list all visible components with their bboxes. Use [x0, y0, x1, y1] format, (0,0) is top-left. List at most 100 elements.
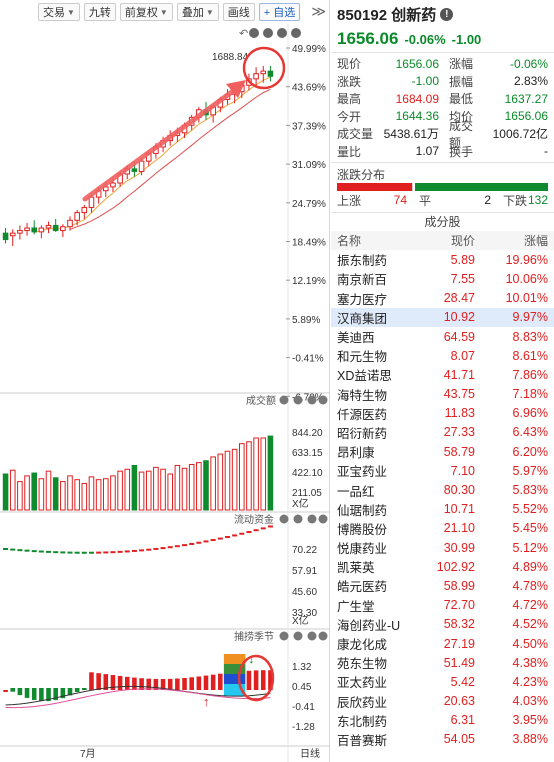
flow-dot — [10, 548, 16, 551]
ma-line — [69, 88, 271, 230]
component-row[interactable]: 凯莱英 102.92 4.89% — [331, 557, 554, 576]
info-icon[interactable]: ! — [440, 8, 454, 21]
volume-bar — [60, 481, 66, 511]
stat-value: 1684.09 — [395, 91, 439, 106]
component-row[interactable]: 悦康药业 30.99 5.12% — [331, 538, 554, 557]
stat-row: 今开 1644.36 均价 1656.06 — [337, 108, 548, 126]
volume-bar — [138, 471, 145, 511]
component-row[interactable]: 仙琚制药 10.71 5.52% — [331, 500, 554, 519]
add-watchlist-button[interactable]: + 自选 — [258, 3, 301, 21]
component-name: 美迪西 — [337, 331, 375, 346]
distribution-bar — [337, 183, 548, 191]
season-bar — [146, 678, 152, 690]
chart-pane: 交易 ▼ 九转 前复权 ▼ 叠加 ▼ 画线 + 自选 ≫ ↶ 49.99% 43.69%… — [0, 0, 330, 762]
component-row[interactable]: 昂利康 58.79 6.20% — [331, 442, 554, 461]
adjust-label: 前复权 — [124, 7, 158, 19]
flow-dot — [217, 537, 223, 540]
component-price: 7.55 — [450, 271, 475, 286]
volume-bar — [52, 477, 59, 511]
component-row[interactable]: 海特生物 43.75 7.18% — [331, 385, 554, 404]
stat-value: 1006.72亿 — [492, 127, 548, 142]
component-price: 10.92 — [443, 310, 475, 325]
component-price: 51.49 — [443, 655, 475, 670]
overlay-button[interactable]: 叠加 ▼ — [176, 3, 219, 21]
stat-value: -1.00 — [411, 74, 439, 89]
zoom-out-icon[interactable] — [263, 28, 273, 38]
season-gear-icon[interactable] — [279, 631, 328, 641]
volume-bar — [131, 464, 138, 511]
period-label[interactable]: 日线 — [300, 747, 320, 760]
flow-gear-icon[interactable] — [279, 514, 328, 524]
season-bar — [189, 677, 194, 690]
trade-button[interactable]: 交易 ▼ — [38, 3, 80, 21]
draw-line-label: 画线 — [227, 7, 250, 19]
component-name: 广生堂 — [337, 599, 375, 614]
season-bar — [268, 670, 273, 690]
component-row[interactable]: 广生堂 72.70 4.72% — [331, 596, 554, 615]
component-row[interactable]: 亚太药业 5.42 4.23% — [331, 672, 554, 691]
settings-icon[interactable] — [277, 28, 287, 38]
volume-gear-icon[interactable] — [279, 395, 328, 405]
header-price[interactable]: 现价 — [450, 234, 475, 249]
component-row[interactable]: 一品红 80.30 5.83% — [331, 480, 554, 499]
component-row[interactable]: 美迪西 64.59 8.83% — [331, 327, 554, 346]
candle — [2, 228, 9, 244]
component-row[interactable]: 皓元医药 58.99 4.78% — [331, 576, 554, 595]
volume-bar — [238, 443, 245, 511]
component-price: 6.31 — [450, 713, 475, 728]
component-row[interactable]: 汉商集团 10.92 9.97% — [331, 307, 554, 327]
stat-row: 现价 1656.06 涨幅 -0.06% — [337, 55, 548, 73]
trend-annotation — [82, 46, 286, 202]
component-row[interactable]: 和元生物 8.07 8.61% — [331, 346, 554, 365]
season-bar — [160, 678, 166, 690]
zoom-in-icon[interactable] — [249, 28, 259, 38]
component-row[interactable]: 南京新百 7.55 10.06% — [331, 269, 554, 288]
component-name: 康龙化成 — [337, 638, 388, 653]
draw-line-button[interactable]: 画线 — [222, 3, 255, 21]
kline-chart[interactable]: ↶ 49.99% 43.69% 37.39% 31.09% 24.79% 18.49% 12… — [0, 24, 330, 762]
overlay-label: 叠加 — [181, 7, 204, 19]
component-row[interactable]: 博腾股份 21.10 5.45% — [331, 519, 554, 538]
component-row[interactable]: 塞力医疗 28.47 10.01% — [331, 289, 554, 308]
component-row[interactable]: 康龙化成 27.19 4.50% — [331, 634, 554, 653]
component-price: 64.59 — [443, 329, 475, 344]
nine-turn-button[interactable]: 九转 — [83, 3, 116, 21]
component-price: 43.75 — [443, 387, 475, 402]
season-bar — [31, 688, 37, 700]
component-row[interactable]: XD益诺思 41.71 7.86% — [331, 365, 554, 384]
season-bar — [210, 674, 216, 690]
chart-tool-icons[interactable]: ↶ — [239, 28, 301, 40]
season-bar — [67, 688, 73, 696]
component-price: 80.30 — [443, 483, 475, 498]
volume-bar — [153, 466, 159, 511]
adjust-button[interactable]: 前复权 ▼ — [119, 3, 173, 21]
expand-icon[interactable]: ≫ — [311, 3, 326, 19]
volume-bar — [267, 435, 274, 511]
undo-icon[interactable]: ↶ — [239, 28, 248, 40]
header-name[interactable]: 名称 — [337, 234, 362, 249]
component-row[interactable]: 振东制药 5.89 19.96% — [331, 250, 554, 269]
stat-key: 涨跌 — [337, 74, 362, 89]
header-change[interactable]: 涨幅 — [523, 234, 548, 249]
component-row[interactable]: 亚宝药业 7.10 5.97% — [331, 461, 554, 480]
flow-dot — [31, 550, 37, 553]
component-change: 19.96% — [505, 252, 548, 267]
component-change: 5.83% — [512, 483, 548, 498]
season-bar — [260, 670, 266, 690]
component-row[interactable]: 苑东生物 51.49 4.38% — [331, 653, 554, 672]
volume-axis-tick: 422.10 — [292, 468, 323, 479]
component-name: 凯莱英 — [337, 561, 375, 576]
chevron-down-icon: ▼ — [67, 7, 75, 17]
close-icon[interactable] — [291, 28, 301, 38]
component-row[interactable]: 东北制药 6.31 3.95% — [331, 711, 554, 730]
flow-dot — [74, 551, 80, 554]
component-row[interactable]: 昭衍新药 27.33 6.43% — [331, 423, 554, 442]
component-row[interactable]: 辰欣药业 20.63 4.03% — [331, 692, 554, 711]
component-row[interactable]: 百普赛斯 54.05 3.88% — [331, 730, 554, 749]
flow-dot — [246, 531, 252, 534]
component-row[interactable]: 仟源医药 11.83 6.96% — [331, 404, 554, 423]
component-change: 4.52% — [512, 617, 548, 632]
component-row[interactable]: 海创药业-U 58.32 4.52% — [331, 615, 554, 634]
volume-bar — [203, 460, 209, 511]
components-rows: 振东制药 5.89 19.96% 南京新百 7.55 10.06% 塞力医疗 28.47 10.… — [331, 250, 554, 749]
